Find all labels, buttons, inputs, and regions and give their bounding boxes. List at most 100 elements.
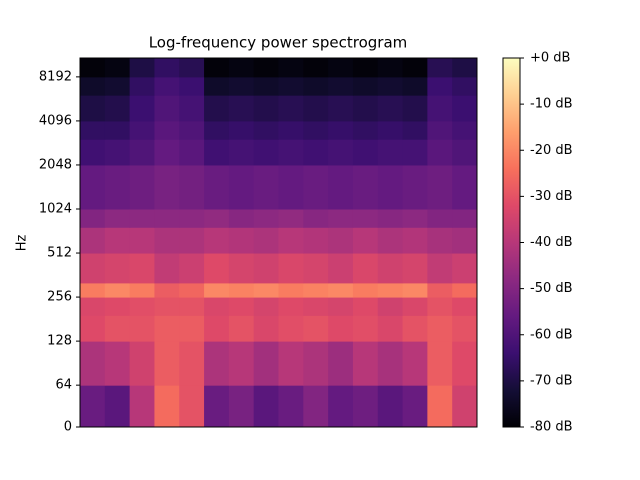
spectrogram-cell [179, 315, 205, 342]
spectrogram-cell [80, 227, 106, 254]
colorbar-tick-label: -70 dB [530, 373, 573, 388]
spectrogram-cell [228, 208, 255, 228]
spectrogram-cell [179, 58, 205, 78]
spectrogram-cell [179, 164, 205, 210]
spectrogram-cell [278, 341, 304, 386]
spectrogram-cell [328, 385, 354, 428]
spectrogram-cell [452, 76, 478, 96]
spectrogram-cell [328, 76, 354, 96]
spectrogram-cell [427, 164, 453, 210]
spectrogram-cell [204, 297, 230, 316]
spectrogram-cell [253, 385, 279, 428]
spectrogram-cell [402, 76, 428, 96]
spectrogram-cell [80, 139, 106, 166]
spectrogram-cell [228, 282, 255, 298]
colorbar-tick-label: -20 dB [530, 143, 573, 158]
spectrogram-cell [228, 253, 255, 284]
spectrogram-cell [303, 120, 329, 140]
spectrogram-cell [427, 58, 453, 78]
spectrogram-cell [377, 95, 404, 122]
spectrogram-cell [253, 253, 279, 284]
spectrogram-cell [278, 385, 304, 428]
spectrogram-cell [278, 139, 304, 166]
spectrogram-cell [204, 315, 230, 342]
spectrogram-cell [129, 58, 155, 78]
spectrogram-cell [154, 139, 180, 166]
spectrogram-cell [452, 253, 478, 284]
spectrogram-cell [352, 139, 379, 166]
spectrogram-cell [427, 315, 453, 342]
spectrogram-cell [328, 139, 354, 166]
y-tick-label: 1024 [39, 201, 72, 216]
colorbar-tick-label: -80 dB [530, 420, 573, 435]
spectrogram-cell [154, 297, 180, 316]
spectrogram-cell [129, 282, 155, 298]
spectrogram-cell [253, 164, 279, 210]
spectrogram-cell [129, 253, 155, 284]
spectrogram-cell [179, 208, 205, 228]
spectrogram-cell [104, 385, 131, 428]
spectrogram-cell [328, 227, 354, 254]
spectrogram-cell [104, 253, 131, 284]
spectrogram-cell [253, 315, 279, 342]
spectrogram-cell [303, 139, 329, 166]
spectrogram-cell [452, 341, 478, 386]
colorbar-tick-label: -50 dB [530, 281, 573, 296]
spectrogram-cell [129, 297, 155, 316]
spectrogram-cell [402, 95, 428, 122]
spectrogram-cell [402, 208, 428, 228]
spectrogram-cell [129, 76, 155, 96]
spectrogram-cell [452, 315, 478, 342]
spectrogram-cell [377, 164, 404, 210]
spectrogram-cell [303, 208, 329, 228]
spectrogram-cell [253, 208, 279, 228]
spectrogram-cell [352, 120, 379, 140]
spectrogram-cell [377, 253, 404, 284]
spectrogram-cell [228, 341, 255, 386]
spectrogram-cell [179, 139, 205, 166]
spectrogram-cell [253, 227, 279, 254]
spectrogram-cell [278, 58, 304, 78]
spectrogram-cell [228, 58, 255, 78]
spectrogram-cell [402, 227, 428, 254]
spectrogram-cell [328, 95, 354, 122]
y-tick-label: 64 [55, 378, 72, 393]
spectrogram-cell [104, 164, 131, 210]
spectrogram-cell [179, 297, 205, 316]
spectrogram-cell [352, 208, 379, 228]
spectrogram-cell [179, 253, 205, 284]
spectrogram-cell [104, 95, 131, 122]
spectrogram-cell [253, 95, 279, 122]
spectrogram-cell [80, 164, 106, 210]
spectrogram-cell [328, 282, 354, 298]
spectrogram-cell [80, 282, 106, 298]
spectrogram-cell [253, 76, 279, 96]
spectrogram-cell [427, 120, 453, 140]
spectrogram-cell [377, 315, 404, 342]
spectrogram-cell [352, 164, 379, 210]
spectrogram-cell [129, 227, 155, 254]
spectrogram-cell [427, 227, 453, 254]
spectrogram-cell [352, 76, 379, 96]
spectrogram-cell [377, 120, 404, 140]
spectrogram-cell [377, 341, 404, 386]
spectrogram-cell [427, 95, 453, 122]
spectrogram-cell [328, 208, 354, 228]
spectrogram-cell [452, 58, 478, 78]
spectrogram-cell [427, 253, 453, 284]
spectrogram-cell [377, 227, 404, 254]
spectrogram-cell [80, 297, 106, 316]
spectrogram-cell [303, 385, 329, 428]
plot-frame [79, 57, 478, 428]
spectrogram-cell [154, 227, 180, 254]
y-tick-label: 4096 [39, 113, 72, 128]
spectrogram-cell [278, 297, 304, 316]
spectrogram-cell [80, 58, 106, 78]
spectrogram-cell [278, 282, 304, 298]
spectrogram-cell [228, 227, 255, 254]
spectrogram-cell [179, 95, 205, 122]
spectrogram-cell [402, 297, 428, 316]
spectrogram-cell [452, 385, 478, 428]
spectrogram-cell [303, 95, 329, 122]
